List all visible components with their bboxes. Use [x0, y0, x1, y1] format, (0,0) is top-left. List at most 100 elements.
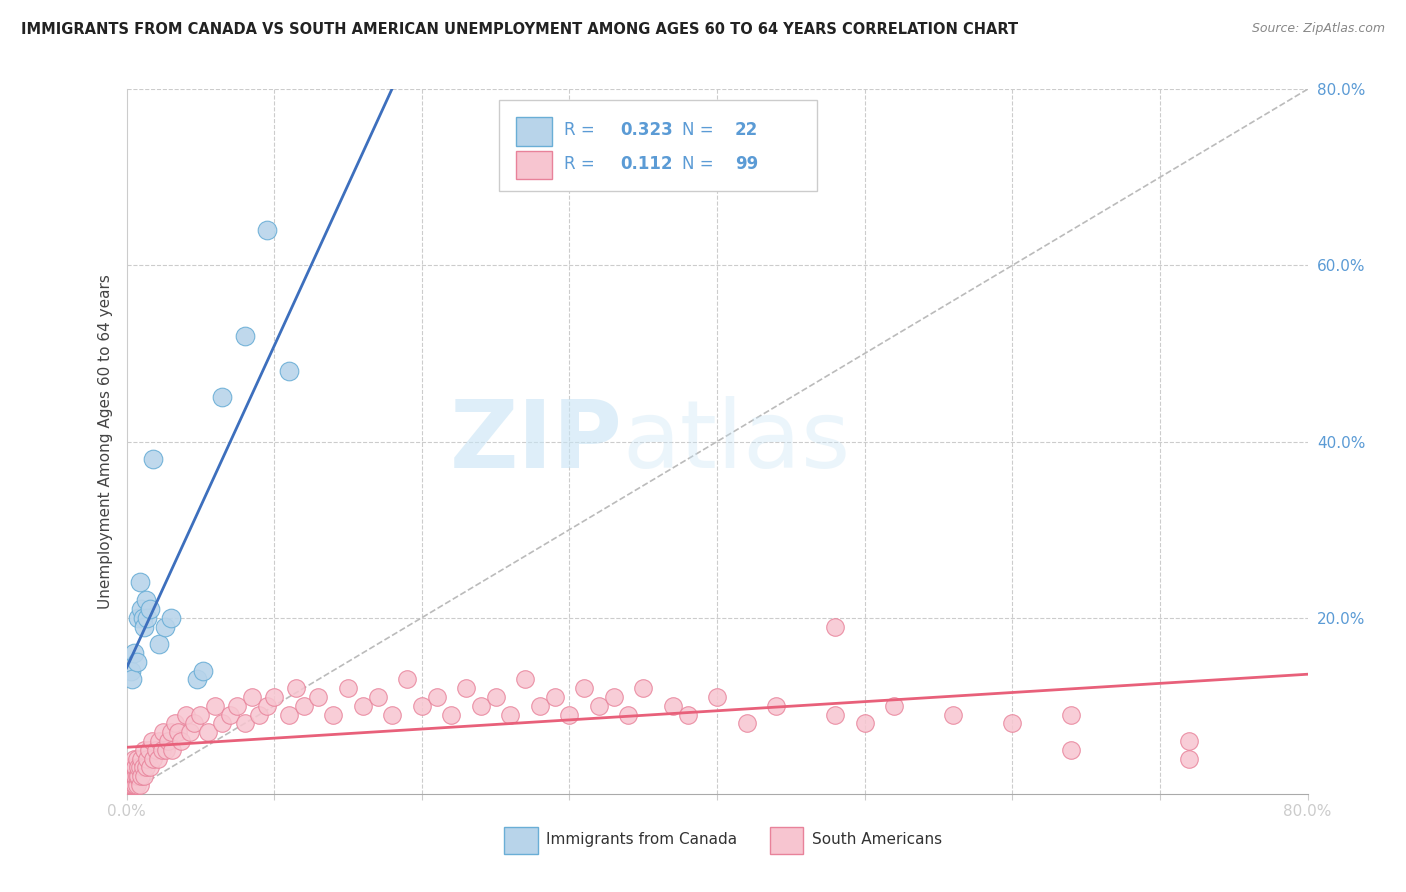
Point — [120, 769, 142, 783]
Point — [278, 364, 301, 378]
Text: 0.323: 0.323 — [620, 121, 673, 139]
FancyBboxPatch shape — [516, 152, 551, 179]
Point — [122, 769, 145, 783]
Point — [146, 751, 169, 765]
Point — [118, 778, 141, 792]
Text: ZIP: ZIP — [450, 395, 623, 488]
Point — [188, 707, 212, 722]
FancyBboxPatch shape — [516, 118, 551, 145]
Point — [381, 707, 404, 722]
Point — [127, 760, 149, 774]
Point — [117, 769, 139, 783]
Point — [136, 610, 159, 624]
Point — [160, 725, 183, 739]
Point — [633, 681, 655, 696]
Point — [121, 769, 143, 783]
Point — [824, 707, 846, 722]
Point — [249, 707, 271, 722]
Point — [322, 707, 344, 722]
Point — [129, 769, 153, 783]
Point — [240, 690, 263, 704]
Point — [127, 610, 149, 624]
Point — [128, 575, 150, 590]
Point — [120, 778, 142, 792]
Text: South Americans: South Americans — [811, 832, 942, 847]
Text: 99: 99 — [735, 155, 758, 173]
Point — [136, 751, 159, 765]
Point — [278, 707, 301, 722]
Point — [183, 716, 205, 731]
Point — [129, 602, 153, 616]
Point — [853, 716, 876, 731]
Point — [211, 391, 233, 405]
Point — [135, 593, 157, 607]
Point — [150, 743, 173, 757]
Point — [148, 637, 170, 651]
Text: N =: N = — [682, 121, 718, 139]
Point — [484, 690, 508, 704]
Point — [179, 725, 201, 739]
Point — [765, 698, 787, 713]
Point — [134, 743, 156, 757]
Point — [142, 452, 165, 467]
Point — [148, 734, 170, 748]
Point — [152, 725, 174, 739]
Point — [425, 690, 447, 704]
Point — [128, 760, 150, 774]
Point — [662, 698, 685, 713]
Point — [233, 328, 256, 343]
Text: Immigrants from Canada: Immigrants from Canada — [546, 832, 737, 847]
Point — [411, 698, 433, 713]
Point — [142, 751, 165, 765]
Point — [139, 760, 162, 774]
Point — [211, 716, 233, 731]
Point — [1178, 734, 1201, 748]
Point — [1001, 716, 1024, 731]
Point — [162, 743, 184, 757]
Text: atlas: atlas — [623, 395, 851, 488]
Point — [204, 698, 226, 713]
Point — [121, 760, 143, 774]
Point — [256, 698, 278, 713]
Point — [170, 734, 193, 748]
Point — [141, 734, 163, 748]
Point — [135, 760, 157, 774]
Point — [285, 681, 308, 696]
Point — [883, 698, 905, 713]
Point — [226, 698, 249, 713]
Point — [139, 602, 162, 616]
Point — [515, 673, 537, 687]
Point — [155, 743, 177, 757]
FancyBboxPatch shape — [499, 100, 817, 192]
Point — [256, 223, 278, 237]
Point — [118, 760, 141, 774]
Point — [128, 778, 150, 792]
Point — [138, 743, 160, 757]
Point — [132, 760, 155, 774]
Point — [120, 664, 142, 678]
Point — [124, 760, 146, 774]
Point — [367, 690, 389, 704]
Point — [574, 681, 596, 696]
Point — [588, 698, 610, 713]
Point — [129, 751, 153, 765]
Point — [352, 698, 374, 713]
Text: R =: R = — [564, 155, 605, 173]
Point — [125, 751, 148, 765]
Point — [121, 778, 143, 792]
Point — [676, 707, 699, 722]
Point — [617, 707, 640, 722]
Point — [156, 734, 179, 748]
Point — [153, 619, 176, 633]
Point — [529, 698, 551, 713]
Point — [1060, 743, 1083, 757]
Y-axis label: Unemployment Among Ages 60 to 64 years: Unemployment Among Ages 60 to 64 years — [97, 274, 112, 609]
FancyBboxPatch shape — [770, 827, 803, 854]
Point — [470, 698, 492, 713]
Point — [219, 707, 242, 722]
Text: 0.112: 0.112 — [620, 155, 672, 173]
Point — [124, 769, 146, 783]
Point — [337, 681, 360, 696]
Point — [543, 690, 565, 704]
Point — [124, 778, 146, 792]
